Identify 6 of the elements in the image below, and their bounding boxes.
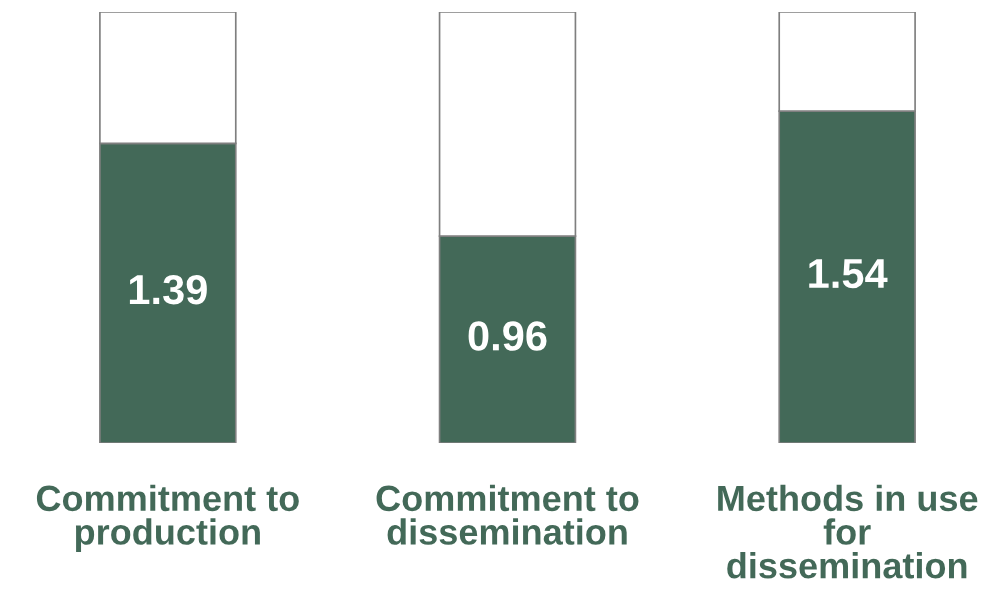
x-tick-label: Commitment to dissemination bbox=[376, 484, 639, 545]
data-label: 0.96 bbox=[468, 321, 547, 351]
x-tick-label: Methods in use for dissemination bbox=[718, 484, 978, 579]
data-label: 1.54 bbox=[809, 259, 888, 289]
data-label: 1.39 bbox=[129, 274, 207, 305]
x-tick-label: Commitment to production bbox=[36, 484, 299, 552]
